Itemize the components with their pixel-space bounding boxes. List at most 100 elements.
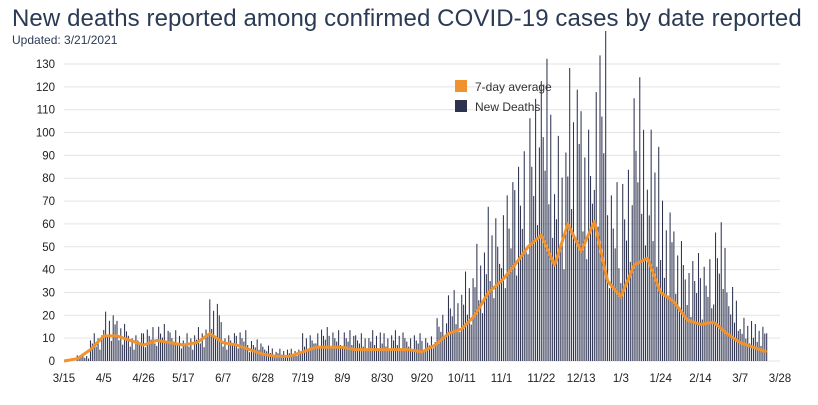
grid-lines [64, 63, 780, 362]
new-deaths-bar [713, 304, 715, 361]
new-deaths-bar [610, 195, 612, 361]
new-deaths-bar [559, 244, 561, 361]
new-deaths-bar [516, 275, 518, 361]
new-deaths-bar [542, 137, 544, 361]
new-deaths-bar [311, 340, 313, 361]
new-deaths-bar [182, 340, 184, 361]
new-deaths-bar [374, 345, 376, 361]
new-deaths-bar [285, 355, 287, 361]
new-deaths-bar [618, 268, 620, 361]
chart-title: New deaths reported among confirmed COVI… [12, 5, 802, 32]
new-deaths-bar [135, 335, 137, 361]
seven-day-average-line [63, 220, 768, 363]
new-deaths-bar [457, 303, 459, 361]
new-deaths-bar [485, 274, 487, 361]
new-deaths-bar [648, 215, 650, 361]
new-deaths-bar [330, 348, 332, 361]
x-tick-label: 3/28 [769, 373, 791, 385]
new-deaths-bar [483, 252, 485, 361]
new-deaths-bar [362, 346, 364, 361]
new-deaths-bar [588, 129, 590, 361]
new-deaths-bar [508, 228, 510, 361]
new-deaths-bar [432, 348, 434, 361]
new-deaths-bar [169, 332, 171, 361]
new-deaths-bar [675, 293, 677, 361]
new-deaths-bar [686, 305, 688, 361]
new-deaths-bar [436, 318, 438, 361]
new-deaths-bar [86, 355, 88, 361]
new-deaths-bar [190, 338, 192, 361]
new-deaths-bar [519, 205, 521, 361]
new-deaths-bar [514, 190, 516, 361]
new-deaths-bar [196, 339, 198, 361]
new-deaths-bar [578, 143, 580, 361]
legend-label-deaths: New Deaths [475, 100, 540, 114]
new-deaths-bar [764, 333, 766, 361]
new-deaths-bar [232, 343, 234, 361]
x-tick-label: 12/13 [567, 373, 596, 385]
new-deaths-bar [110, 340, 112, 361]
new-deaths-bar [360, 333, 362, 361]
new-deaths-bar [118, 340, 120, 361]
y-tick-label: 40 [42, 265, 55, 277]
new-deaths-bar [160, 333, 162, 361]
new-deaths-bar [103, 329, 105, 361]
new-deaths-bar [680, 241, 682, 361]
new-deaths-bar [192, 349, 194, 361]
new-deaths-bar [84, 357, 86, 361]
y-tick-label: 120 [36, 82, 55, 94]
new-deaths-bar [245, 330, 247, 361]
new-deaths-bar [489, 281, 491, 361]
new-deaths-bar [336, 341, 338, 361]
new-deaths-bar [567, 176, 569, 361]
new-deaths-bar [580, 111, 582, 362]
new-deaths-bar [491, 235, 493, 361]
new-deaths-bar [207, 335, 209, 361]
new-deaths-bar [544, 170, 546, 361]
new-deaths-bar [506, 195, 508, 361]
x-tick-label: 2/14 [689, 373, 712, 385]
x-tick-label: 4/26 [132, 373, 154, 385]
new-deaths-bar [518, 166, 520, 361]
new-deaths-bar [684, 279, 686, 361]
new-deaths-bar [565, 152, 567, 361]
new-deaths-bar [476, 243, 478, 361]
new-deaths-bar [122, 344, 124, 361]
new-deaths-bar [116, 320, 118, 361]
new-deaths-bar [739, 329, 741, 361]
new-deaths-bar [760, 345, 762, 361]
new-deaths-bar [635, 150, 637, 361]
new-deaths-bar [438, 326, 440, 361]
new-deaths-bar [423, 350, 425, 361]
new-deaths-bar [449, 308, 451, 361]
x-tick-label: 1/3 [613, 373, 629, 385]
new-deaths-bar [538, 147, 540, 361]
new-deaths-bar [576, 89, 578, 361]
new-deaths-bar [233, 333, 235, 361]
new-deaths-bar [82, 354, 84, 361]
new-deaths-bar [622, 183, 624, 361]
new-deaths-bar [389, 349, 391, 361]
new-deaths-bar [726, 292, 728, 361]
new-deaths-bar [616, 182, 618, 361]
new-deaths-bar [569, 68, 571, 361]
new-deaths-bar [590, 175, 592, 361]
new-deaths-bar [463, 304, 465, 361]
x-tick-label: 11/22 [527, 373, 555, 385]
new-deaths-bar [752, 337, 754, 361]
new-deaths-bar [495, 218, 497, 361]
new-deaths-bar [177, 345, 179, 361]
new-deaths-bar [142, 333, 145, 361]
new-deaths-bar [535, 98, 537, 361]
new-deaths-bar [108, 320, 110, 361]
seven-day-average-path [63, 220, 768, 363]
new-deaths-bar [499, 263, 501, 361]
new-deaths-bar [572, 122, 575, 361]
new-deaths-bar [214, 335, 217, 361]
new-deaths-bar [756, 341, 758, 361]
new-deaths-bar [722, 289, 724, 361]
new-deaths-bar [527, 254, 529, 361]
new-deaths-bar [688, 273, 690, 361]
new-deaths-bar [411, 349, 413, 361]
new-deaths-bar [101, 335, 103, 361]
